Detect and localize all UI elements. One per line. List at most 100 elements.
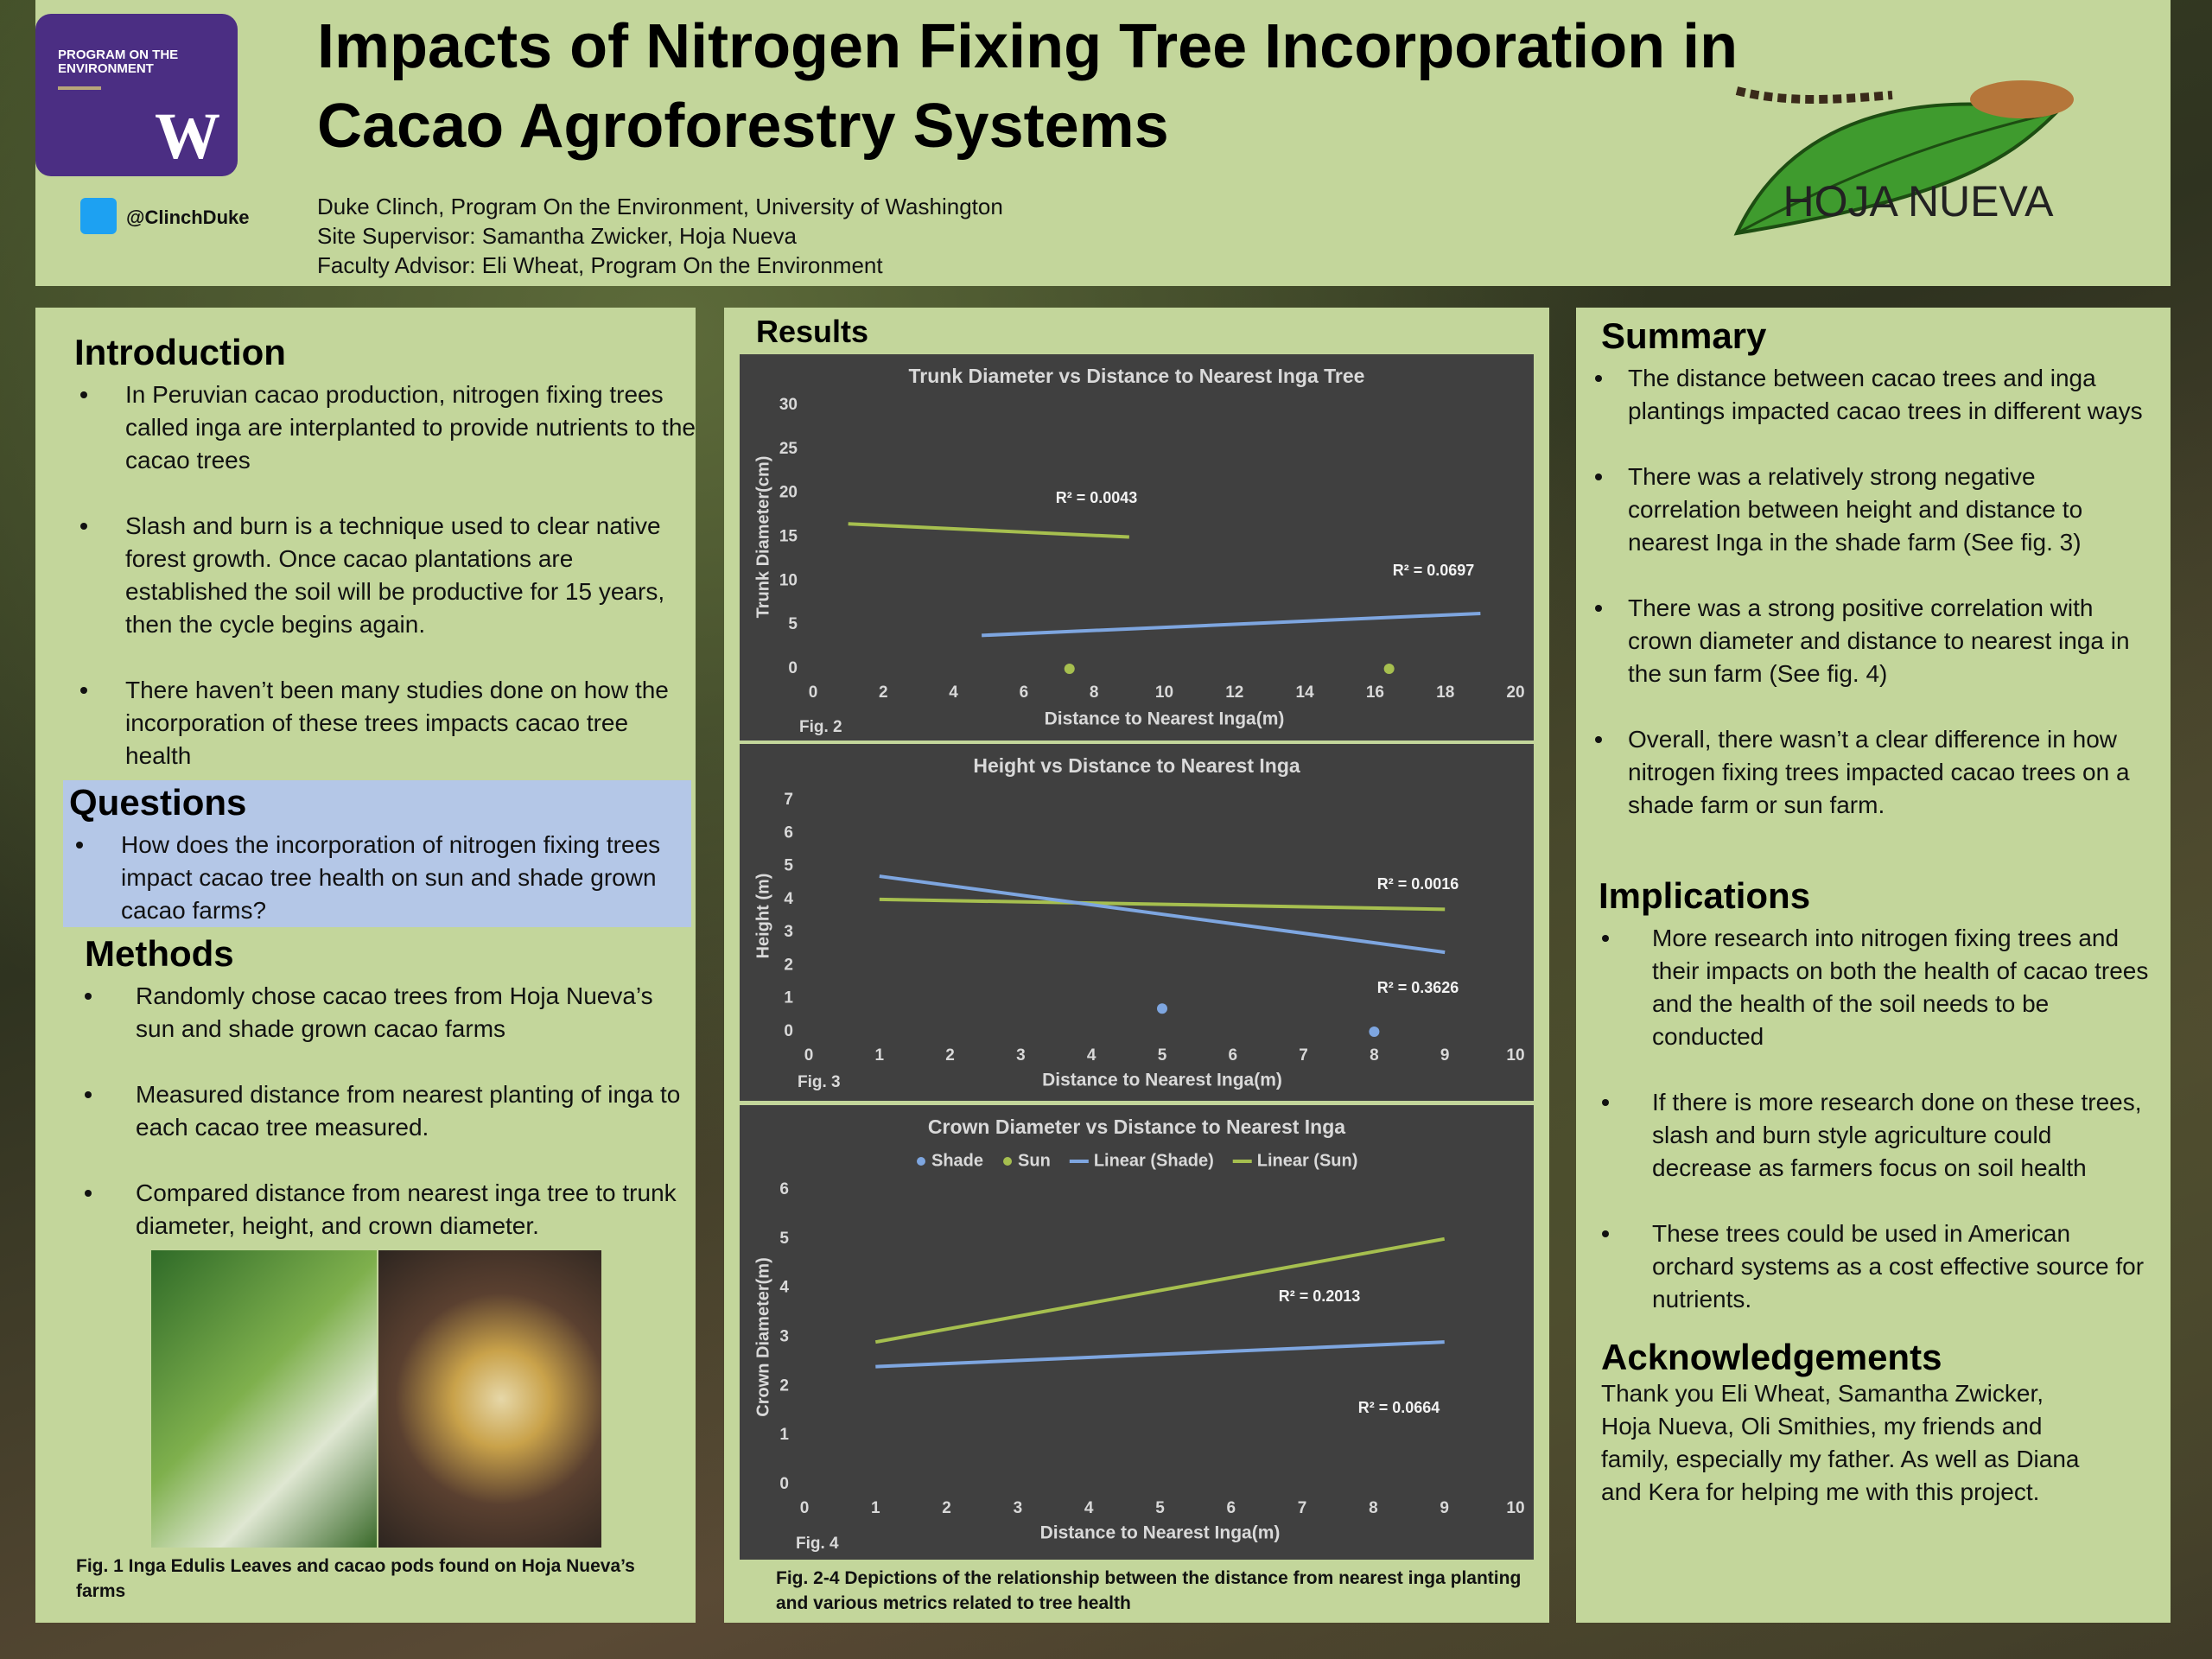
introduction-heading: Introduction [74,332,286,372]
bullet-item: How does the incorporation of nitrogen f… [76,829,683,927]
legend-symbol [1003,1157,1013,1166]
uw-logo-letter: W [155,100,220,173]
trend-line [874,1236,1446,1344]
title-line: Cacao Agroforestry Systems [317,92,1169,161]
summary-list: The distance between cacao trees and ing… [1595,362,2155,855]
acknowledgements-text: Thank you Eli Wheat, Samantha Zwicker, H… [1601,1380,2080,1505]
bullet-item: Randomly chose cacao trees from Hoja Nue… [85,980,689,1046]
bullet-item: In Peruvian cacao production, nitrogen f… [80,378,696,477]
y-tick-label: 2 [779,1376,789,1395]
chart-title: Trunk Diameter vs Distance to Nearest In… [909,365,1365,387]
y-axis-title: Trunk Diameter(cm) [753,456,772,619]
uw-logo: PROGRAM ON THE ENVIRONMENT W [35,14,238,176]
cat-body [1970,80,2074,118]
methods-list: Randomly chose cacao trees from Hoja Nue… [85,980,689,1275]
right-panel [1576,308,2171,1623]
x-tick-label: 9 [1440,1499,1449,1517]
x-tick-label: 10 [1155,683,1173,702]
y-tick-label: 10 [779,571,798,589]
results-heading: Results [756,314,869,349]
leaf-vein [1736,111,2057,235]
trend-line [982,611,1481,638]
x-tick-label: 2 [945,1046,955,1065]
trend-line [875,1340,1445,1369]
trend-line [848,522,1129,539]
y-tick-label: 2 [784,956,793,974]
x-axis-title: Distance to Nearest Inga(m) [1042,1071,1282,1090]
implications-heading: Implications [1599,875,1811,916]
y-tick-label: 6 [779,1180,789,1198]
legend-label: Linear (Sun) [1257,1151,1358,1170]
twitter-icon [80,198,117,234]
legend-symbol [917,1157,925,1166]
bullet-item: Compared distance from nearest inga tree… [85,1177,689,1243]
y-tick-label: 0 [788,659,798,677]
chart-title: Height vs Distance to Nearest Inga [973,754,1300,777]
cat-tail [1735,86,1893,104]
chart: Trunk Diameter vs Distance to Nearest In… [740,354,1534,741]
figure-label: Fig. 3 [798,1073,841,1091]
uw-logo-text: PROGRAM ON THE ENVIRONMENT [58,48,179,76]
trend-line [879,897,1446,912]
x-tick-label: 4 [1084,1499,1094,1517]
bullet-item: There was a strong positive correlation … [1595,592,2155,690]
x-tick-label: 9 [1440,1046,1450,1065]
r-squared-label: R² = 0.0664 [1358,1399,1440,1416]
questions-box [63,780,691,927]
y-axis-title: Height (m) [753,874,772,959]
y-tick-label: 30 [779,396,798,414]
y-tick-label: 0 [784,1022,793,1040]
acknowledgements-heading: Acknowledgements [1601,1337,1942,1377]
y-tick-label: 20 [779,484,798,502]
x-tick-label: 5 [1158,1046,1167,1065]
x-tick-label: 0 [800,1499,810,1517]
x-tick-label: 4 [949,683,958,702]
y-tick-label: 1 [784,989,793,1007]
x-tick-label: 4 [1087,1046,1096,1065]
x-tick-label: 3 [1016,1046,1026,1065]
uw-logo-rule [58,86,101,90]
poster-title: Impacts of Nitrogen Fixing Tree Incorpor… [317,7,1738,166]
questions-heading: Questions [69,782,247,823]
bullet-item: More research into nitrogen fixing trees… [1602,922,2153,1053]
x-tick-label: 8 [1370,1046,1379,1065]
y-tick-label: 3 [779,1328,789,1346]
bullet-item: The distance between cacao trees and ing… [1595,362,2155,428]
y-tick-label: 5 [779,1230,789,1248]
summary-heading: Summary [1601,315,1767,356]
x-axis-title: Distance to Nearest Inga(m) [1045,709,1285,729]
author-line: Site Supervisor: Samantha Zwicker, Hoja … [317,223,797,249]
author-line: Duke Clinch, Program On the Environment,… [317,194,1003,219]
partner-logo-text: HOJA NUEVA [1783,177,2054,226]
y-tick-label: 6 [784,823,793,842]
chart: Height vs Distance to Nearest Inga 0 1 2 3 4 5… [740,744,1534,1101]
x-tick-label: 8 [1090,683,1099,702]
results-caption: Fig. 2-4 Depictions of the relationship … [776,1568,1522,1613]
legend-label: Sun [1018,1151,1051,1170]
x-tick-label: 0 [809,683,818,702]
chart: Crown Diameter vs Distance to Nearest In… [740,1105,1534,1560]
x-tick-label: 18 [1436,683,1454,702]
r-squared-label: R² = 0.0697 [1393,562,1475,579]
r-squared-label: R² = 0.0043 [1056,489,1138,506]
data-point [1157,1003,1167,1014]
y-axis-title: Crown Diameter(m) [753,1257,772,1416]
legend-label: Shade [931,1151,983,1170]
figure1-caption: Fig. 1 Inga Edulis Leaves and cacao pods… [76,1556,635,1601]
data-point [1064,664,1075,674]
photo-inga-leaves [151,1250,377,1548]
photo-cacao-pod [378,1250,601,1548]
x-tick-label: 0 [804,1046,814,1065]
y-tick-label: 3 [784,923,793,941]
x-tick-label: 10 [1506,1046,1524,1065]
y-tick-label: 7 [784,791,793,809]
x-tick-label: 16 [1366,683,1384,702]
twitter-handle: @ClinchDuke [126,207,250,228]
r-squared-label: R² = 0.3626 [1377,979,1459,996]
bullet-item: There haven’t been many studies done on … [80,674,696,772]
x-tick-label: 2 [879,683,888,702]
bullet-item: There was a relatively strong negative c… [1595,461,2155,559]
x-tick-label: 10 [1506,1499,1524,1517]
data-point [1369,1027,1380,1037]
x-tick-label: 8 [1369,1499,1378,1517]
